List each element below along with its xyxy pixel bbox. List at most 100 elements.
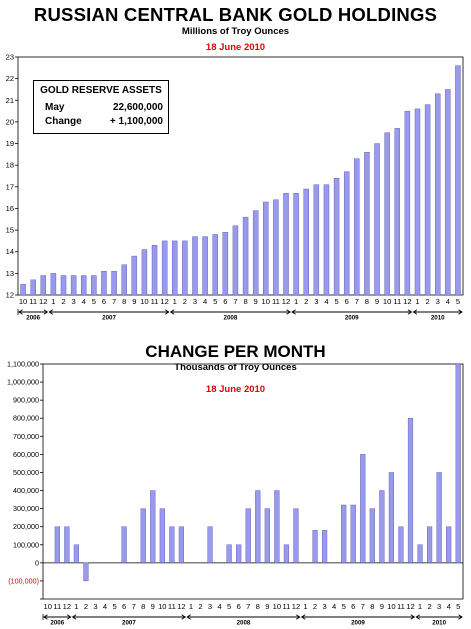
- x-tick-label: 4: [217, 602, 221, 611]
- x-tick-label: 1: [173, 297, 177, 306]
- year-bracket-arrow: [291, 309, 296, 315]
- x-tick-label: 1: [189, 602, 193, 611]
- bar: [364, 151, 370, 296]
- x-tick-label: 9: [151, 602, 155, 611]
- x-tick-label: 3: [208, 602, 212, 611]
- y-tick-label: 200,000: [13, 522, 39, 531]
- x-tick-label: 3: [437, 602, 441, 611]
- x-tick-label: 10: [158, 602, 166, 611]
- x-tick-label: 12: [403, 297, 411, 306]
- x-tick-label: 4: [447, 602, 451, 611]
- x-tick-label: 5: [92, 297, 96, 306]
- y-tick-label: 19: [6, 139, 14, 148]
- x-tick-label: 1: [418, 602, 422, 611]
- x-tick-label: 2: [183, 297, 187, 306]
- year-label: 2007: [102, 315, 116, 322]
- bar: [455, 363, 461, 564]
- bar: [427, 526, 433, 564]
- x-tick-label: 9: [380, 602, 384, 611]
- box-row-change: Change + 1,100,000: [45, 116, 163, 127]
- x-tick-label: 1: [74, 602, 78, 611]
- bar: [140, 508, 146, 564]
- bar: [384, 132, 390, 296]
- x-tick-label: 7: [112, 297, 116, 306]
- chart1-subtitle: Millions of Troy Ounces: [181, 26, 290, 37]
- x-tick-label: 6: [223, 297, 227, 306]
- y-tick-label: 14: [6, 247, 14, 256]
- x-tick-label: 2: [313, 602, 317, 611]
- bar: [60, 275, 67, 296]
- year-label: 2009: [345, 315, 359, 322]
- bar: [81, 275, 87, 296]
- x-tick-label: 3: [322, 602, 326, 611]
- bar: [70, 275, 77, 296]
- x-tick-label: 8: [370, 602, 374, 611]
- bar: [236, 544, 242, 564]
- bar: [264, 508, 270, 564]
- x-tick-label: 4: [446, 297, 450, 306]
- x-tick-label: 11: [29, 297, 37, 306]
- bar: [374, 143, 380, 296]
- year-bracket-arrow: [407, 309, 413, 315]
- bar: [323, 184, 330, 296]
- year-label: 2010: [432, 620, 446, 627]
- bar: [202, 236, 208, 296]
- x-tick-label: 6: [122, 602, 126, 611]
- bar: [388, 472, 394, 564]
- bar: [192, 236, 198, 296]
- bar: [322, 530, 328, 564]
- bar: [312, 530, 318, 564]
- y-tick-label: 13: [6, 269, 14, 278]
- year-label: 2009: [351, 620, 365, 627]
- x-tick-label: 8: [141, 602, 145, 611]
- year-label: 2008: [224, 315, 238, 322]
- x-tick-label: 4: [324, 297, 328, 306]
- year-bracket-arrow: [18, 309, 23, 315]
- x-tick-label: 2: [425, 297, 429, 306]
- bar: [407, 418, 414, 564]
- bar: [40, 275, 47, 296]
- year-bracket-arrow: [410, 614, 416, 620]
- bar: [64, 526, 70, 564]
- x-tick-label: 7: [233, 297, 237, 306]
- x-tick-label: 10: [387, 602, 395, 611]
- box-row-label: May: [45, 102, 65, 113]
- bar: [207, 526, 213, 564]
- bar: [436, 472, 442, 564]
- chart1-date: 18 June 2010: [205, 42, 266, 53]
- x-tick-label: 12: [160, 297, 168, 306]
- x-tick-label: 7: [355, 297, 359, 306]
- year-label: 2006: [26, 315, 40, 322]
- y-tick-label: 900,000: [13, 396, 39, 405]
- bar: [252, 210, 259, 296]
- bar: [212, 234, 218, 296]
- y-tick-label: 1,100,000: [7, 360, 39, 369]
- plot-area: [42, 363, 464, 600]
- x-tick-label: 7: [132, 602, 136, 611]
- bar: [30, 279, 36, 296]
- bar: [293, 193, 299, 296]
- box-row-value: 22,600,000: [112, 102, 163, 113]
- chart2-title: CHANGE PER MONTH: [145, 342, 326, 361]
- x-tick-label: 10: [273, 602, 281, 611]
- year-bracket-arrow: [412, 309, 418, 315]
- x-tick-label: 2: [427, 602, 431, 611]
- bar: [121, 526, 127, 564]
- x-tick-label: 5: [342, 602, 346, 611]
- x-tick-label: 6: [345, 297, 349, 306]
- bar: [404, 110, 411, 296]
- x-tick-label: 10: [19, 297, 27, 306]
- year-bracket-arrow: [43, 614, 48, 620]
- year-label: 2008: [237, 620, 251, 627]
- x-tick-label: 4: [103, 602, 107, 611]
- x-tick-label: 3: [72, 297, 76, 306]
- box-row-label: Change: [45, 116, 82, 127]
- x-tick-label: 3: [314, 297, 318, 306]
- bar: [446, 526, 452, 564]
- y-tick-label: 600,000: [13, 450, 39, 459]
- bar: [232, 225, 239, 296]
- y-tick-label: 22: [6, 74, 14, 83]
- bar: [131, 255, 138, 296]
- year-bracket-arrow: [48, 309, 54, 315]
- y-tick-label: 16: [6, 204, 14, 213]
